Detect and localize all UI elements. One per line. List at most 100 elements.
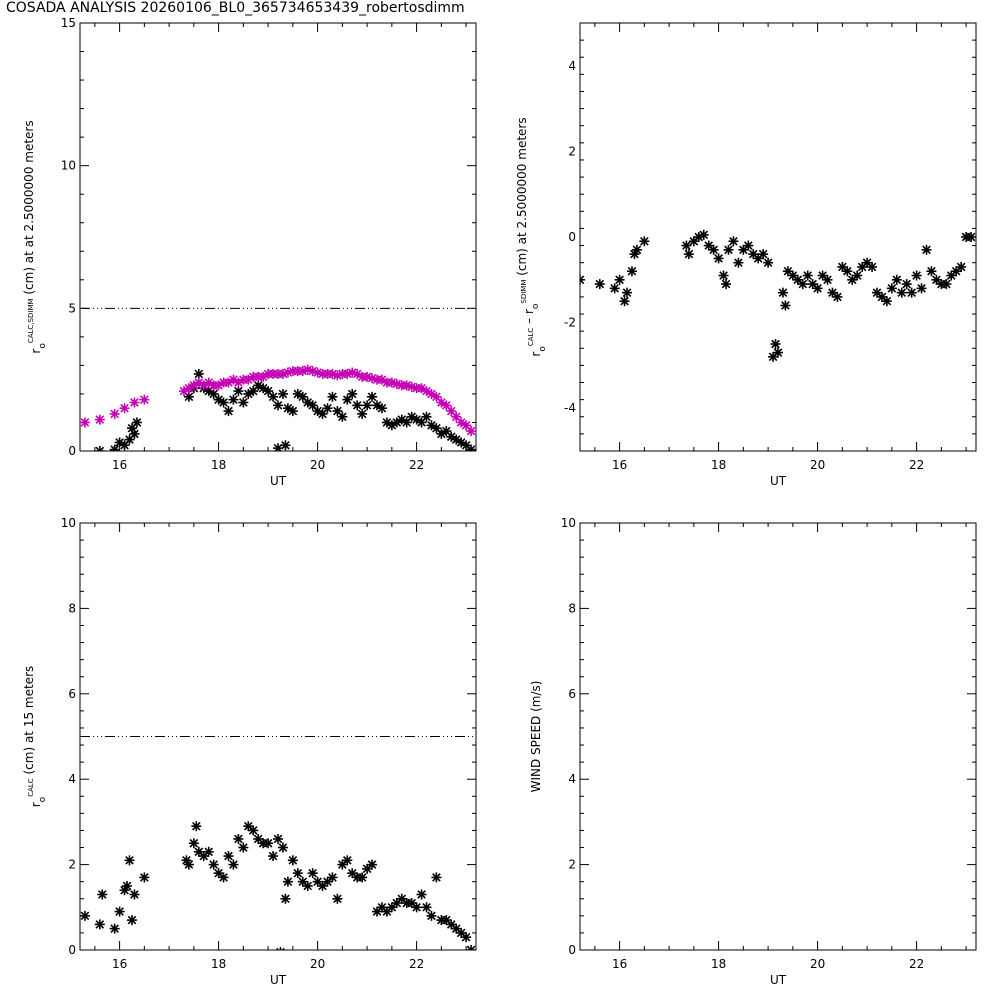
data-point — [280, 440, 291, 451]
y-tick-label: 6 — [568, 687, 576, 701]
data-point — [276, 947, 285, 950]
y-tick-label: 10 — [561, 516, 576, 530]
x-tick-label: 20 — [810, 957, 825, 971]
data-point — [906, 287, 917, 298]
data-point — [312, 876, 323, 887]
data-point — [842, 266, 853, 277]
data-point — [208, 859, 219, 870]
data-point — [80, 417, 90, 428]
data-point — [622, 287, 633, 298]
x-tick-label: 18 — [211, 957, 226, 971]
x-tick-label: 16 — [612, 957, 627, 971]
data-point — [966, 232, 976, 242]
data-point — [619, 296, 630, 307]
data-point — [129, 889, 140, 900]
data-point — [94, 414, 105, 425]
y-tick-label: 0 — [68, 444, 76, 458]
data-point — [223, 406, 234, 417]
data-point — [228, 394, 239, 405]
data-series-group — [80, 364, 476, 451]
data-point — [124, 855, 135, 866]
data-point — [357, 872, 368, 883]
x-tick-label: 20 — [310, 458, 325, 472]
x-tick-label: 16 — [112, 957, 127, 971]
data-point — [614, 274, 625, 285]
x-tick-label: 20 — [810, 458, 825, 472]
y-tick-label: 4 — [568, 59, 576, 73]
data-point — [862, 257, 873, 268]
data-point — [681, 240, 692, 251]
y-tick-label: -4 — [564, 401, 576, 415]
data-point — [203, 846, 214, 857]
y-axis-label: roCALC,SDIMM (cm) at at 2.5000000 meters — [22, 120, 48, 353]
y-axis-label: roCALC – roSDIMM (cm) at 2.5000000 meter… — [515, 117, 548, 356]
data-point — [114, 906, 125, 917]
data-point — [421, 411, 432, 422]
data-point — [956, 261, 967, 272]
data-point — [867, 261, 878, 272]
data-point — [122, 880, 133, 891]
figure-title: COSADA ANALYSIS 20260106_BL0_36573465343… — [6, 0, 465, 16]
y-tick-label: 8 — [68, 601, 76, 615]
data-point — [280, 893, 291, 904]
y-tick-label: 5 — [68, 301, 76, 315]
data-point — [268, 851, 279, 862]
data-point — [426, 910, 437, 921]
data-point — [238, 842, 249, 853]
x-axis-label: UT — [270, 474, 287, 488]
data-point — [708, 244, 719, 255]
data-point — [287, 855, 298, 866]
data-point — [941, 279, 952, 290]
data-point — [718, 270, 729, 281]
y-tick-label: 6 — [68, 687, 76, 701]
data-point — [451, 923, 462, 934]
data-point — [797, 279, 808, 290]
data-point — [233, 386, 244, 397]
data-point — [342, 855, 353, 866]
data-point — [881, 296, 892, 307]
data-point — [822, 274, 833, 285]
data-point — [466, 444, 476, 451]
data-point — [396, 893, 407, 904]
data-point — [129, 428, 140, 439]
data-point — [126, 915, 137, 926]
data-point — [287, 406, 298, 417]
data-point — [723, 244, 734, 255]
y-tick-label: -2 — [564, 316, 576, 330]
data-point — [461, 932, 472, 943]
data-point — [376, 403, 387, 414]
data-point — [233, 377, 244, 388]
chart-panel-3: 16 18 20 22 UT 0 2 4 6 8 10 roCALC (cm) at 15 meter… — [22, 516, 477, 987]
y-tick-label: 4 — [68, 772, 76, 786]
data-point — [131, 417, 142, 428]
data-point — [94, 919, 105, 930]
y-tick-label: 0 — [68, 943, 76, 957]
data-point — [327, 872, 338, 883]
data-point — [738, 244, 749, 255]
data-point — [911, 270, 922, 281]
data-point — [302, 880, 313, 891]
data-point — [268, 391, 279, 402]
data-point — [292, 868, 303, 879]
data-point — [733, 257, 744, 268]
y-tick-label: 2 — [68, 858, 76, 872]
x-tick-label: 22 — [409, 458, 424, 472]
data-point — [896, 287, 907, 298]
data-point — [631, 244, 642, 255]
data-point — [129, 397, 140, 408]
data-point — [770, 339, 781, 349]
data-point — [901, 279, 912, 290]
data-point — [97, 889, 108, 900]
data-point — [367, 373, 378, 384]
data-point — [431, 872, 442, 883]
data-point — [832, 291, 843, 302]
data-point — [191, 821, 202, 832]
data-point — [921, 244, 932, 255]
data-point — [367, 859, 378, 870]
data-point — [763, 257, 774, 268]
x-tick-label: 18 — [711, 458, 726, 472]
x-axis-label: UT — [770, 474, 787, 488]
data-point — [916, 283, 927, 294]
data-point — [609, 283, 620, 294]
y-tick-label: 4 — [568, 772, 576, 786]
